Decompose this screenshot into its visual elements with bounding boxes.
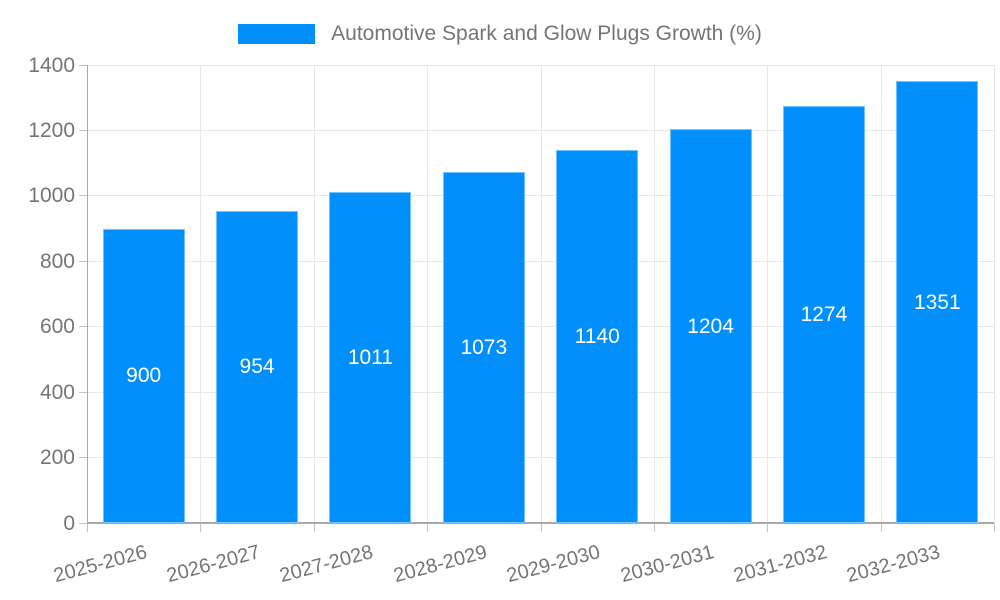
bar[interactable] [556,150,639,523]
bar-value-label: 900 [126,364,162,388]
y-tick-label: 1000 [28,184,75,208]
legend-label: Automotive Spark and Glow Plugs Growth (… [331,22,762,45]
bar[interactable] [669,129,752,523]
bar[interactable] [442,171,525,523]
x-axis-tick [427,523,429,532]
v-gridline [653,65,655,523]
bar-value-label: 1204 [687,314,734,338]
y-axis-tick [79,129,87,131]
v-gridline [313,65,315,523]
y-tick-label: 1400 [28,53,75,77]
x-axis-tick [767,523,769,532]
legend-swatch [238,24,316,44]
y-tick-label: 400 [39,380,75,404]
v-gridline [880,65,882,523]
bar-value-label: 1274 [800,303,848,327]
bar[interactable] [102,228,185,523]
bar-value-label: 1011 [347,346,394,370]
x-axis-tick [313,523,315,532]
x-axis-line [87,522,994,524]
v-gridline [427,65,429,523]
bar[interactable] [329,192,412,523]
bar-value-label: 954 [239,355,275,379]
y-axis-tick [79,391,87,393]
y-axis-tick [79,64,87,66]
y-axis-tick [79,326,87,328]
v-gridline [200,65,202,523]
v-gridline [994,65,995,523]
y-tick-label: 600 [39,315,75,339]
y-axis-tick [79,457,87,459]
y-axis-line [87,65,88,523]
bar-value-label: 1140 [574,325,620,349]
v-gridline [767,65,769,523]
x-axis-tick [540,523,542,532]
x-axis-tick [200,523,202,532]
bar[interactable] [782,106,865,523]
y-axis-tick [79,522,87,524]
y-axis-tick [79,195,87,197]
bar-value-label: 1351 [913,290,961,314]
y-axis-tick [79,260,87,262]
y-tick-label: 0 [63,511,75,535]
bar[interactable] [896,81,979,523]
x-axis-tick [880,523,882,532]
y-tick-label: 1200 [28,118,75,142]
y-tick-label: 800 [39,249,75,273]
x-axis-tick [87,523,88,532]
legend-item[interactable]: Automotive Spark and Glow Plugs Growth (… [0,22,1000,46]
v-gridline [540,65,542,523]
y-tick-label: 200 [39,446,75,470]
bar[interactable] [216,210,299,523]
x-axis-tick [653,523,655,532]
bar-value-label: 1073 [460,335,508,359]
x-axis-tick [994,523,995,532]
